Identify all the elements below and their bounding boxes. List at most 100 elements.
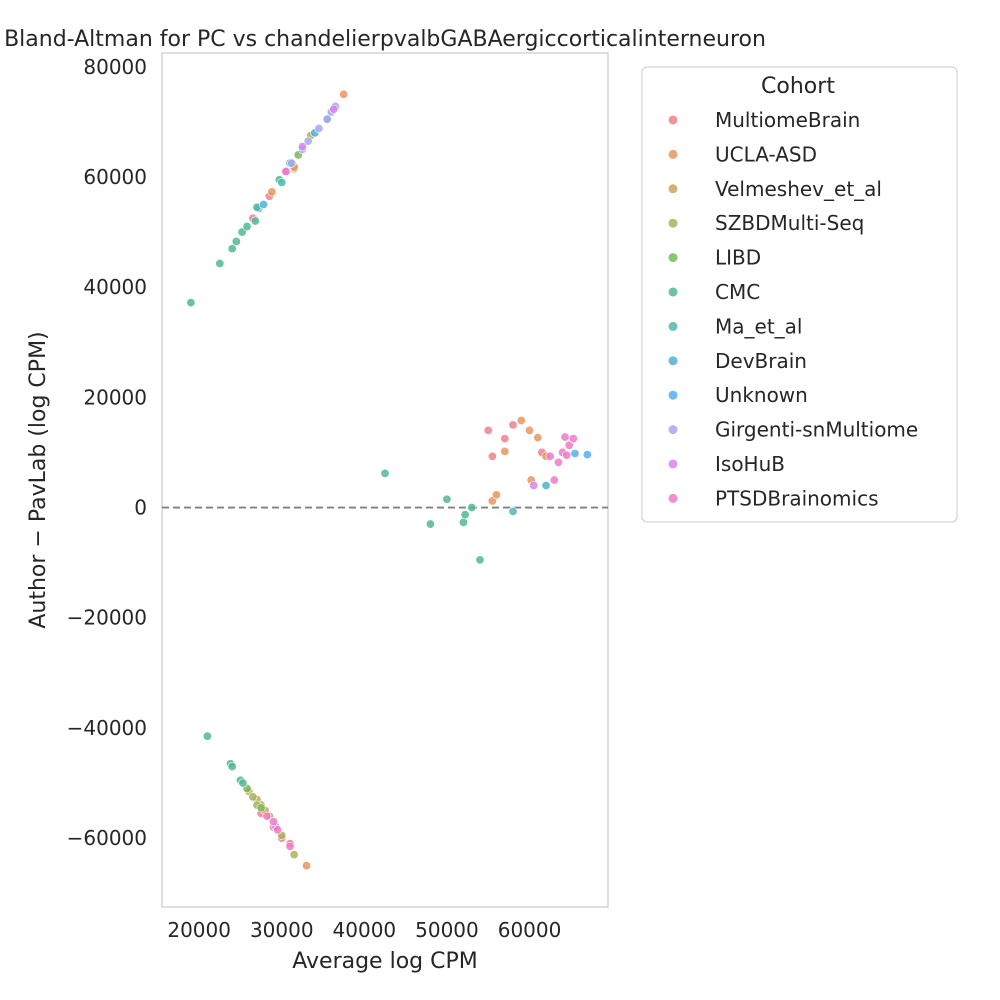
data-point [287,158,297,168]
data-point [302,861,312,871]
legend-label: Unknown [715,383,808,407]
data-point [303,136,313,146]
data-point [339,89,349,99]
data-point [491,490,501,500]
data-point [529,481,539,491]
legend-marker [668,356,678,366]
data-point [541,481,551,491]
legend-label: UCLA-ASD [715,142,817,166]
series-LIBD [242,150,303,813]
legend-label: Velmeshev_et_al [715,177,882,201]
data-point [500,446,510,456]
legend-item: Unknown [668,383,808,407]
data-point [533,433,543,443]
data-point [525,425,535,435]
data-point [564,440,574,450]
data-point [259,200,269,210]
legend-item: UCLA-ASD [668,142,817,166]
legend-label: PTSDBrainomics [715,486,879,510]
legend-item: PTSDBrainomics [668,486,879,510]
y-tick-label: −60000 [67,826,147,850]
legend-label: CMC [715,280,760,304]
data-point [289,850,299,860]
chart-title: Bland-Altman for PC vs chandelierpvalbGA… [4,27,766,52]
data-point [277,177,287,187]
data-point [285,841,295,851]
data-point [250,216,260,226]
x-tick-label: 50000 [415,918,479,942]
legend-marker [668,459,678,469]
data-point [442,494,452,504]
x-tick-label: 40000 [333,918,397,942]
y-tick-label: −40000 [67,716,147,740]
y-tick-label: 0 [134,496,147,520]
data-point [553,457,563,467]
data-point [281,166,291,176]
legend-label: SZBDMulti-Seq [715,211,864,235]
legend-marker [668,425,678,435]
legend-marker [668,390,678,400]
legend-item: LIBD [668,246,761,270]
legend-item: CMC [668,280,760,304]
legend-label: LIBD [715,246,761,270]
legend-frame [641,66,958,523]
legend-item: DevBrain [668,349,807,373]
legend-marker [668,218,678,228]
series-Unknown [570,449,592,460]
legend-item: MultiomeBrain [668,108,860,132]
legend-label: MultiomeBrain [715,108,860,132]
legend-marker [668,493,678,503]
data-point [231,236,241,246]
legend-marker [668,184,678,194]
y-tick-label: 20000 [83,385,147,409]
data-point [227,244,237,254]
data-point [215,258,225,268]
y-axis-label: Author − PavLab (log CPM) [26,331,51,628]
data-point [549,475,559,485]
x-axis-label: Average log CPM [292,949,477,974]
legend-marker [668,115,678,125]
legend: Cohort MultiomeBrain UCLA-ASD Velmeshev_et… [641,66,958,523]
data-point [238,778,248,788]
legend-item: Ma_et_al [668,314,802,338]
data-point [322,114,332,124]
data-point [487,451,497,461]
data-point [202,731,212,741]
data-point [460,510,470,520]
legend-marker [668,253,678,263]
data-point [475,555,485,565]
y-axis: −60000 −40000 −20000 0 20000 40000 60000 80000 [67,55,147,850]
data-point [227,762,237,772]
data-point [242,222,252,232]
data-point [273,825,283,835]
data-point [425,519,435,529]
legend-marker [668,321,678,331]
data-point [545,451,555,461]
data-point [508,420,518,430]
data-point [458,517,468,527]
legend-item: Velmeshev_et_al [668,177,882,201]
data-point [314,123,324,133]
legend-label: DevBrain [715,349,807,373]
data-point [562,450,572,460]
data-point [570,449,580,459]
legend-item: Girgenti-snMultiome [668,418,918,442]
data-point [256,803,266,813]
data-point [248,792,258,802]
data-point [508,506,518,516]
series-UCLA-ASD [267,89,551,871]
legend-label: Ma_et_al [715,314,802,338]
data-point [267,187,277,197]
data-point [483,425,493,435]
legend-title: Cohort [761,74,835,99]
legend-marker [668,287,678,297]
series-PTSDBrainomics [262,166,578,851]
x-tick-label: 20000 [167,918,231,942]
legend-item: SZBDMulti-Seq [668,211,864,235]
x-axis: 20000 30000 40000 50000 60000 [167,918,561,942]
data-point [516,415,526,425]
data-point [560,432,570,442]
y-tick-label: 60000 [83,165,147,189]
y-tick-label: −20000 [67,606,147,630]
